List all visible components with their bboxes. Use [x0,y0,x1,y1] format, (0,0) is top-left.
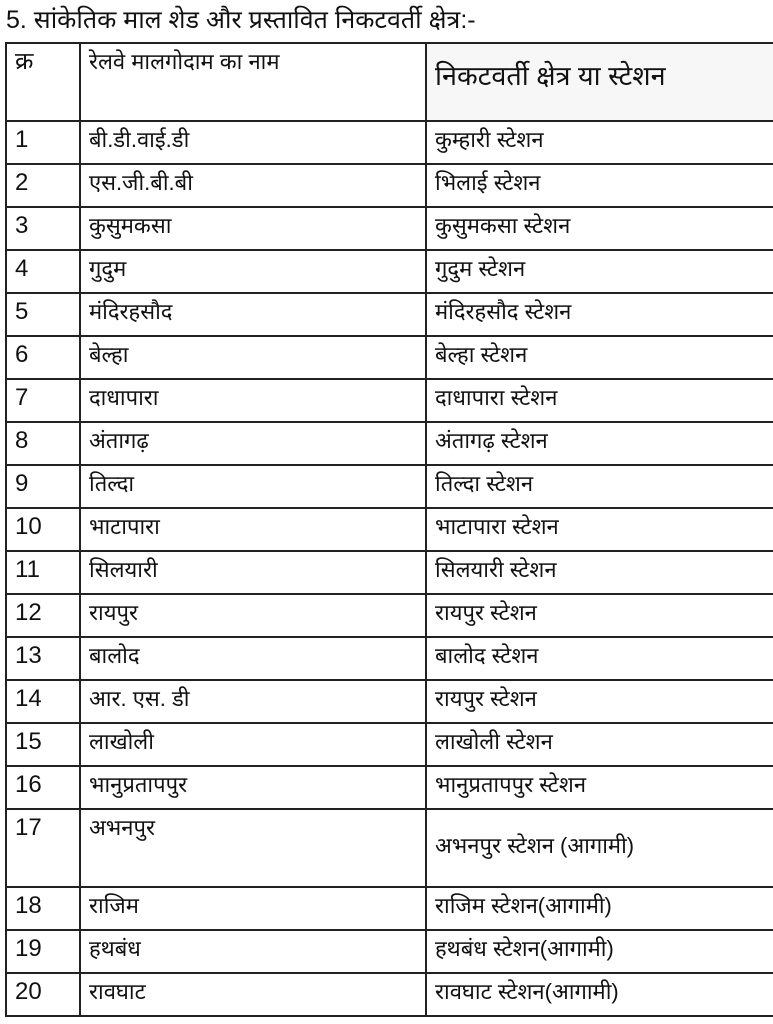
cell-nearby-station: रावघाट स्टेशन(आगामी) [425,972,773,1017]
cell-serial: 10 [5,507,81,552]
cell-goods-shed-name: गुदुम [79,249,427,294]
cell-serial: 18 [5,886,81,931]
cell-goods-shed-name: आर. एस. डी [79,679,427,724]
table-row: 20 रावघाट रावघाट स्टेशन(आगामी) [5,972,773,1017]
cell-serial: 12 [5,593,81,638]
cell-nearby-station: कुसुमकसा स्टेशन [425,206,773,251]
table-row: 18 राजिम राजिम स्टेशन(आगामी) [5,886,773,931]
table-row: 4 गुदुम गुदुम स्टेशन [5,249,773,294]
table-row: 8 अंतागढ़ अंतागढ़ स्टेशन [5,421,773,466]
cell-nearby-station: भिलाई स्टेशन [425,163,773,208]
cell-serial: 5 [5,292,81,337]
table-row: 6 बेल्हा बेल्हा स्टेशन [5,335,773,380]
cell-nearby-station: रायपुर स्टेशन [425,679,773,724]
cell-goods-shed-name: अभनपुर [79,808,427,888]
cell-nearby-station: मंदिरहसौद स्टेशन [425,292,773,337]
cell-goods-shed-name: सिलयारी [79,550,427,595]
header-nearby-area: निकटवर्ती क्षेत्र या स्टेशन [425,42,773,122]
cell-serial: 1 [5,120,81,165]
cell-goods-shed-name: बी.डी.वाई.डी [79,120,427,165]
section-title: 5. सांकेतिक माल शेड और प्रस्तावित निकटवर… [6,6,476,34]
cell-nearby-station: राजिम स्टेशन(आगामी) [425,886,773,931]
table-row: 17 अभनपुर अभनपुर स्टेशन (आगामी) [5,808,773,888]
cell-nearby-station: अभनपुर स्टेशन (आगामी) [425,808,773,888]
table-row: 10 भाटापारा भाटापारा स्टेशन [5,507,773,552]
cell-serial: 7 [5,378,81,423]
cell-serial: 11 [5,550,81,595]
cell-goods-shed-name: एस.जी.बी.बी [79,163,427,208]
table-row: 7 दाधापारा दाधापारा स्टेशन [5,378,773,423]
table-row: 15 लाखोली लाखोली स्टेशन [5,722,773,767]
cell-serial: 8 [5,421,81,466]
cell-nearby-station: भाटापारा स्टेशन [425,507,773,552]
table-row: 3 कुसुमकसा कुसुमकसा स्टेशन [5,206,773,251]
cell-nearby-station: दाधापारा स्टेशन [425,378,773,423]
cell-serial: 14 [5,679,81,724]
cell-serial: 6 [5,335,81,380]
cell-goods-shed-name: रावघाट [79,972,427,1017]
header-serial: क्र [5,42,81,122]
cell-nearby-station: कुम्हारी स्टेशन [425,120,773,165]
header-goods-shed-name: रेलवे मालगोदाम का नाम [79,42,427,122]
cell-nearby-station: तिल्दा स्टेशन [425,464,773,509]
cell-serial: 3 [5,206,81,251]
cell-goods-shed-name: लाखोली [79,722,427,767]
cell-goods-shed-name: दाधापारा [79,378,427,423]
table-row: 12 रायपुर रायपुर स्टेशन [5,593,773,638]
cell-goods-shed-name: अंतागढ़ [79,421,427,466]
cell-serial: 15 [5,722,81,767]
table-row: 19 हथबंध हथबंध स्टेशन(आगामी) [5,929,773,974]
goods-shed-table: क्र रेलवे मालगोदाम का नाम निकटवर्ती क्षे… [5,42,773,1017]
cell-goods-shed-name: बालोद [79,636,427,681]
cell-goods-shed-name: कुसुमकसा [79,206,427,251]
table-row: 2 एस.जी.बी.बी भिलाई स्टेशन [5,163,773,208]
cell-nearby-station: सिलयारी स्टेशन [425,550,773,595]
table-row: 9 तिल्दा तिल्दा स्टेशन [5,464,773,509]
table-row: 14 आर. एस. डी रायपुर स्टेशन [5,679,773,724]
cell-serial: 9 [5,464,81,509]
table-row: 11 सिलयारी सिलयारी स्टेशन [5,550,773,595]
cell-serial: 17 [5,808,81,888]
cell-nearby-station: अंतागढ़ स्टेशन [425,421,773,466]
cell-serial: 2 [5,163,81,208]
cell-serial: 19 [5,929,81,974]
cell-goods-shed-name: बेल्हा [79,335,427,380]
cell-serial: 20 [5,972,81,1017]
cell-goods-shed-name: तिल्दा [79,464,427,509]
cell-nearby-station: हथबंध स्टेशन(आगामी) [425,929,773,974]
cell-nearby-station: गुदुम स्टेशन [425,249,773,294]
cell-goods-shed-name: हथबंध [79,929,427,974]
cell-serial: 16 [5,765,81,810]
cell-nearby-station: भानुप्रतापपुर स्टेशन [425,765,773,810]
cell-nearby-station: लाखोली स्टेशन [425,722,773,767]
table-row: 5 मंदिरहसौद मंदिरहसौद स्टेशन [5,292,773,337]
cell-goods-shed-name: भानुप्रतापपुर [79,765,427,810]
cell-nearby-station: बालोद स्टेशन [425,636,773,681]
table-row: 1 बी.डी.वाई.डी कुम्हारी स्टेशन [5,120,773,165]
cell-nearby-station: बेल्हा स्टेशन [425,335,773,380]
cell-goods-shed-name: मंदिरहसौद [79,292,427,337]
cell-serial: 4 [5,249,81,294]
cell-goods-shed-name: रायपुर [79,593,427,638]
cell-goods-shed-name: भाटापारा [79,507,427,552]
table-row: 13 बालोद बालोद स्टेशन [5,636,773,681]
cell-serial: 13 [5,636,81,681]
table-row: 16 भानुप्रतापपुर भानुप्रतापपुर स्टेशन [5,765,773,810]
cell-goods-shed-name: राजिम [79,886,427,931]
table-header-row: क्र रेलवे मालगोदाम का नाम निकटवर्ती क्षे… [5,42,773,122]
cell-nearby-station: रायपुर स्टेशन [425,593,773,638]
